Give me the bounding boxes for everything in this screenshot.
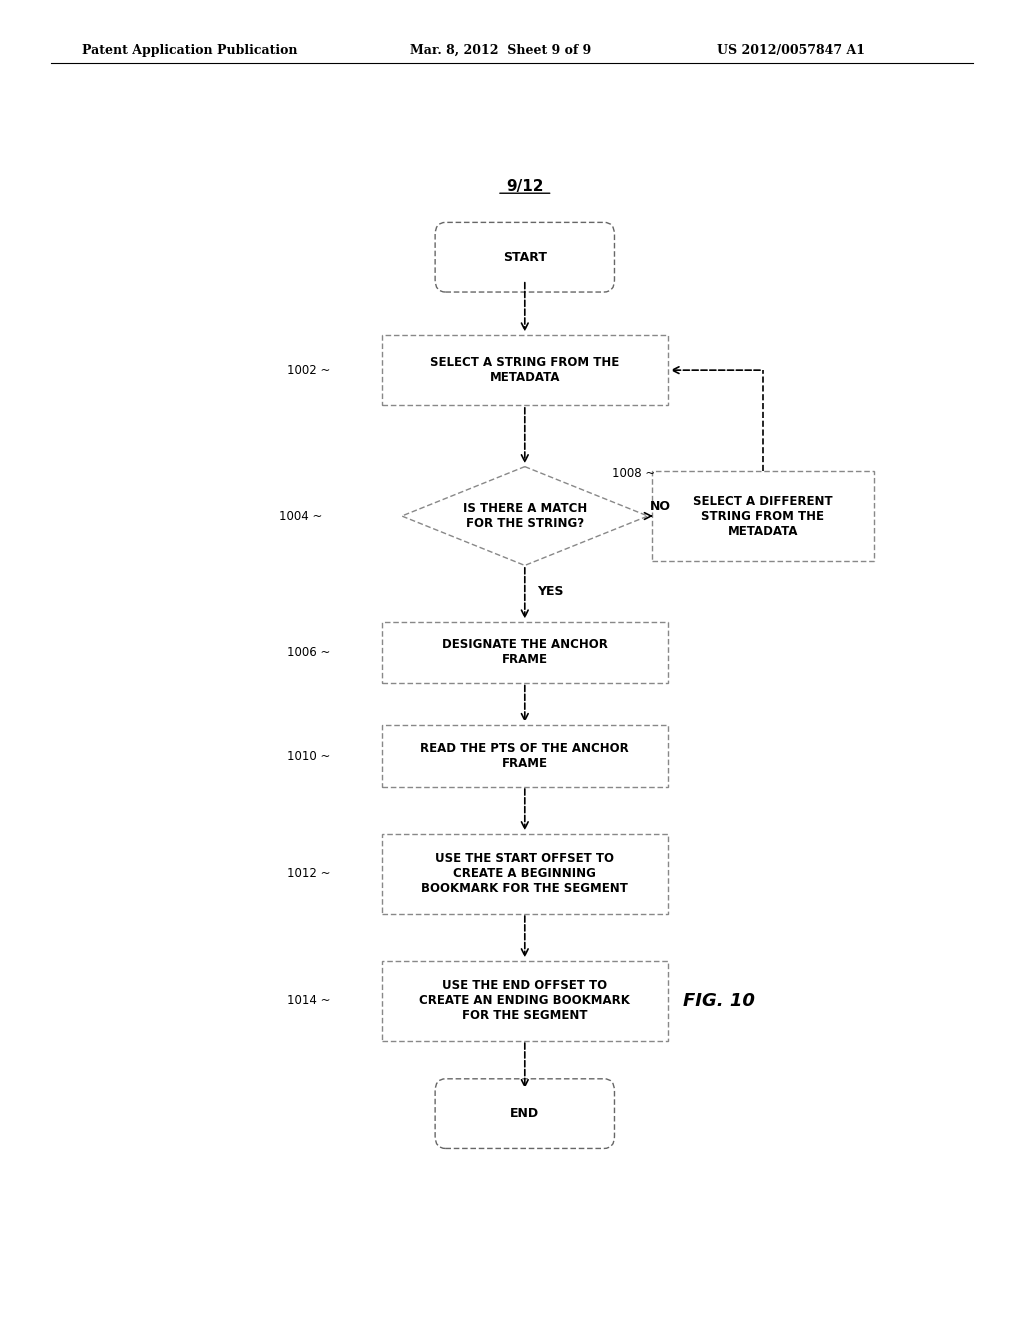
Text: READ THE PTS OF THE ANCHOR
FRAME: READ THE PTS OF THE ANCHOR FRAME (421, 742, 629, 770)
Text: Patent Application Publication: Patent Application Publication (82, 44, 297, 57)
Text: 9/12: 9/12 (506, 180, 544, 194)
Text: 1010 ~: 1010 ~ (287, 750, 331, 763)
FancyBboxPatch shape (382, 622, 668, 682)
Text: SELECT A DIFFERENT
STRING FROM THE
METADATA: SELECT A DIFFERENT STRING FROM THE METAD… (693, 495, 833, 537)
Text: US 2012/0057847 A1: US 2012/0057847 A1 (717, 44, 865, 57)
Text: YES: YES (537, 585, 563, 598)
Text: START: START (503, 251, 547, 264)
Polygon shape (401, 466, 648, 565)
Text: END: END (510, 1107, 540, 1121)
Text: USE THE END OFFSET TO
CREATE AN ENDING BOOKMARK
FOR THE SEGMENT: USE THE END OFFSET TO CREATE AN ENDING B… (420, 979, 630, 1022)
Text: 1002 ~: 1002 ~ (287, 363, 331, 376)
Text: 1006 ~: 1006 ~ (287, 645, 331, 659)
FancyBboxPatch shape (382, 834, 668, 913)
Text: IS THERE A MATCH
FOR THE STRING?: IS THERE A MATCH FOR THE STRING? (463, 502, 587, 531)
FancyBboxPatch shape (435, 222, 614, 292)
Text: 1004 ~: 1004 ~ (280, 510, 323, 523)
Text: Mar. 8, 2012  Sheet 9 of 9: Mar. 8, 2012 Sheet 9 of 9 (410, 44, 591, 57)
Text: SELECT A STRING FROM THE
METADATA: SELECT A STRING FROM THE METADATA (430, 356, 620, 384)
Text: USE THE START OFFSET TO
CREATE A BEGINNING
BOOKMARK FOR THE SEGMENT: USE THE START OFFSET TO CREATE A BEGINNI… (421, 853, 629, 895)
FancyBboxPatch shape (382, 726, 668, 787)
FancyBboxPatch shape (652, 471, 874, 561)
FancyBboxPatch shape (382, 335, 668, 405)
Text: 1014 ~: 1014 ~ (287, 994, 331, 1007)
FancyBboxPatch shape (382, 961, 668, 1040)
FancyBboxPatch shape (435, 1078, 614, 1148)
Text: DESIGNATE THE ANCHOR
FRAME: DESIGNATE THE ANCHOR FRAME (442, 639, 607, 667)
Text: NO: NO (650, 500, 671, 513)
Text: 1012 ~: 1012 ~ (287, 867, 331, 880)
Text: FIG. 10: FIG. 10 (683, 991, 755, 1010)
Text: 1008 ~: 1008 ~ (612, 467, 655, 480)
